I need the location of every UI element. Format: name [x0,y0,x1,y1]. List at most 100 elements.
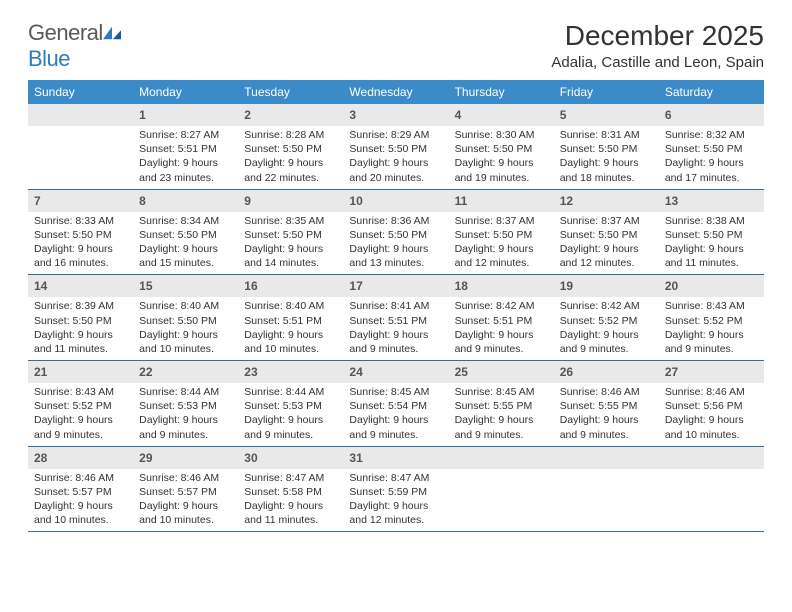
detail-row: Sunrise: 8:33 AMSunset: 5:50 PMDaylight:… [28,212,764,276]
daylight-line: Daylight: 9 hours and 12 minutes. [349,499,442,527]
daynum-cell: 8 [133,190,238,212]
daynum-cell: 10 [343,190,448,212]
daylight-line: Daylight: 9 hours and 12 minutes. [560,242,653,270]
sunrise-line: Sunrise: 8:46 AM [139,471,232,485]
sunset-line: Sunset: 5:50 PM [34,228,127,242]
day-detail-cell: Sunrise: 8:40 AMSunset: 5:50 PMDaylight:… [133,297,238,360]
sunset-line: Sunset: 5:50 PM [139,314,232,328]
day-detail-cell: Sunrise: 8:37 AMSunset: 5:50 PMDaylight:… [554,212,659,275]
daynum-cell: 13 [659,190,764,212]
page-header: General Blue December 2025 Adalia, Casti… [28,20,764,72]
day-number: 24 [349,365,362,379]
day-number: 26 [560,365,573,379]
daylight-line: Daylight: 9 hours and 11 minutes. [34,328,127,356]
sunset-line: Sunset: 5:50 PM [139,228,232,242]
sunset-line: Sunset: 5:50 PM [349,228,442,242]
daynum-cell: 9 [238,190,343,212]
sunrise-line: Sunrise: 8:43 AM [665,299,758,313]
brand-text: General Blue [28,20,121,72]
sunrise-line: Sunrise: 8:37 AM [560,214,653,228]
sunrise-line: Sunrise: 8:28 AM [244,128,337,142]
daylight-line: Daylight: 9 hours and 10 minutes. [244,328,337,356]
sunrise-line: Sunrise: 8:37 AM [455,214,548,228]
sunset-line: Sunset: 5:52 PM [34,399,127,413]
title-block: December 2025 Adalia, Castille and Leon,… [551,20,764,71]
sunset-line: Sunset: 5:50 PM [455,142,548,156]
sunset-line: Sunset: 5:50 PM [244,228,337,242]
sunrise-line: Sunrise: 8:47 AM [244,471,337,485]
day-number: 28 [34,451,47,465]
daynum-row: 28293031 [28,447,764,469]
daynum-cell: 27 [659,361,764,383]
sunrise-line: Sunrise: 8:36 AM [349,214,442,228]
brand-part1: General [28,20,103,45]
sunrise-line: Sunrise: 8:41 AM [349,299,442,313]
day-number: 15 [139,279,152,293]
day-detail-cell: Sunrise: 8:27 AMSunset: 5:51 PMDaylight:… [133,126,238,189]
month-title: December 2025 [551,20,764,52]
daylight-line: Daylight: 9 hours and 9 minutes. [34,413,127,441]
daylight-line: Daylight: 9 hours and 14 minutes. [244,242,337,270]
sunrise-line: Sunrise: 8:40 AM [244,299,337,313]
daynum-cell: 15 [133,275,238,297]
day-detail-cell: Sunrise: 8:43 AMSunset: 5:52 PMDaylight:… [28,383,133,446]
sunrise-line: Sunrise: 8:27 AM [139,128,232,142]
daylight-line: Daylight: 9 hours and 16 minutes. [34,242,127,270]
sunset-line: Sunset: 5:50 PM [665,228,758,242]
daylight-line: Daylight: 9 hours and 10 minutes. [34,499,127,527]
day-number: 17 [349,279,362,293]
day-detail-cell [659,469,764,532]
day-number: 27 [665,365,678,379]
day-detail-cell: Sunrise: 8:45 AMSunset: 5:54 PMDaylight:… [343,383,448,446]
sunset-line: Sunset: 5:53 PM [139,399,232,413]
day-detail-cell: Sunrise: 8:37 AMSunset: 5:50 PMDaylight:… [449,212,554,275]
weekday-header: Wednesday [343,80,448,104]
daylight-line: Daylight: 9 hours and 23 minutes. [139,156,232,184]
sunrise-line: Sunrise: 8:39 AM [34,299,127,313]
daylight-line: Daylight: 9 hours and 10 minutes. [139,499,232,527]
sunrise-line: Sunrise: 8:40 AM [139,299,232,313]
daylight-line: Daylight: 9 hours and 9 minutes. [455,413,548,441]
daynum-cell: 22 [133,361,238,383]
daylight-line: Daylight: 9 hours and 11 minutes. [665,242,758,270]
daylight-line: Daylight: 9 hours and 15 minutes. [139,242,232,270]
daynum-cell: 16 [238,275,343,297]
daynum-cell: 18 [449,275,554,297]
sail-icon [103,26,121,40]
sunrise-line: Sunrise: 8:35 AM [244,214,337,228]
day-number: 19 [560,279,573,293]
daylight-line: Daylight: 9 hours and 10 minutes. [665,413,758,441]
daynum-cell: 2 [238,104,343,126]
daynum-cell: 21 [28,361,133,383]
detail-row: Sunrise: 8:27 AMSunset: 5:51 PMDaylight:… [28,126,764,190]
day-number: 12 [560,194,573,208]
daynum-cell: 7 [28,190,133,212]
day-number: 13 [665,194,678,208]
day-detail-cell: Sunrise: 8:32 AMSunset: 5:50 PMDaylight:… [659,126,764,189]
sunset-line: Sunset: 5:52 PM [665,314,758,328]
daynum-cell: 1 [133,104,238,126]
sunset-line: Sunset: 5:58 PM [244,485,337,499]
day-detail-cell: Sunrise: 8:43 AMSunset: 5:52 PMDaylight:… [659,297,764,360]
day-detail-cell: Sunrise: 8:41 AMSunset: 5:51 PMDaylight:… [343,297,448,360]
daynum-cell: 24 [343,361,448,383]
weekday-header: Monday [133,80,238,104]
day-detail-cell: Sunrise: 8:30 AMSunset: 5:50 PMDaylight:… [449,126,554,189]
day-detail-cell: Sunrise: 8:40 AMSunset: 5:51 PMDaylight:… [238,297,343,360]
day-detail-cell [449,469,554,532]
daynum-cell [449,447,554,469]
daynum-cell: 17 [343,275,448,297]
sunrise-line: Sunrise: 8:38 AM [665,214,758,228]
day-number: 29 [139,451,152,465]
day-detail-cell: Sunrise: 8:47 AMSunset: 5:58 PMDaylight:… [238,469,343,532]
day-number: 25 [455,365,468,379]
daylight-line: Daylight: 9 hours and 9 minutes. [244,413,337,441]
sunset-line: Sunset: 5:57 PM [139,485,232,499]
weekday-header: Thursday [449,80,554,104]
daylight-line: Daylight: 9 hours and 9 minutes. [560,413,653,441]
day-detail-cell: Sunrise: 8:34 AMSunset: 5:50 PMDaylight:… [133,212,238,275]
daylight-line: Daylight: 9 hours and 9 minutes. [349,413,442,441]
day-number: 6 [665,108,672,122]
day-number: 10 [349,194,362,208]
day-detail-cell: Sunrise: 8:29 AMSunset: 5:50 PMDaylight:… [343,126,448,189]
